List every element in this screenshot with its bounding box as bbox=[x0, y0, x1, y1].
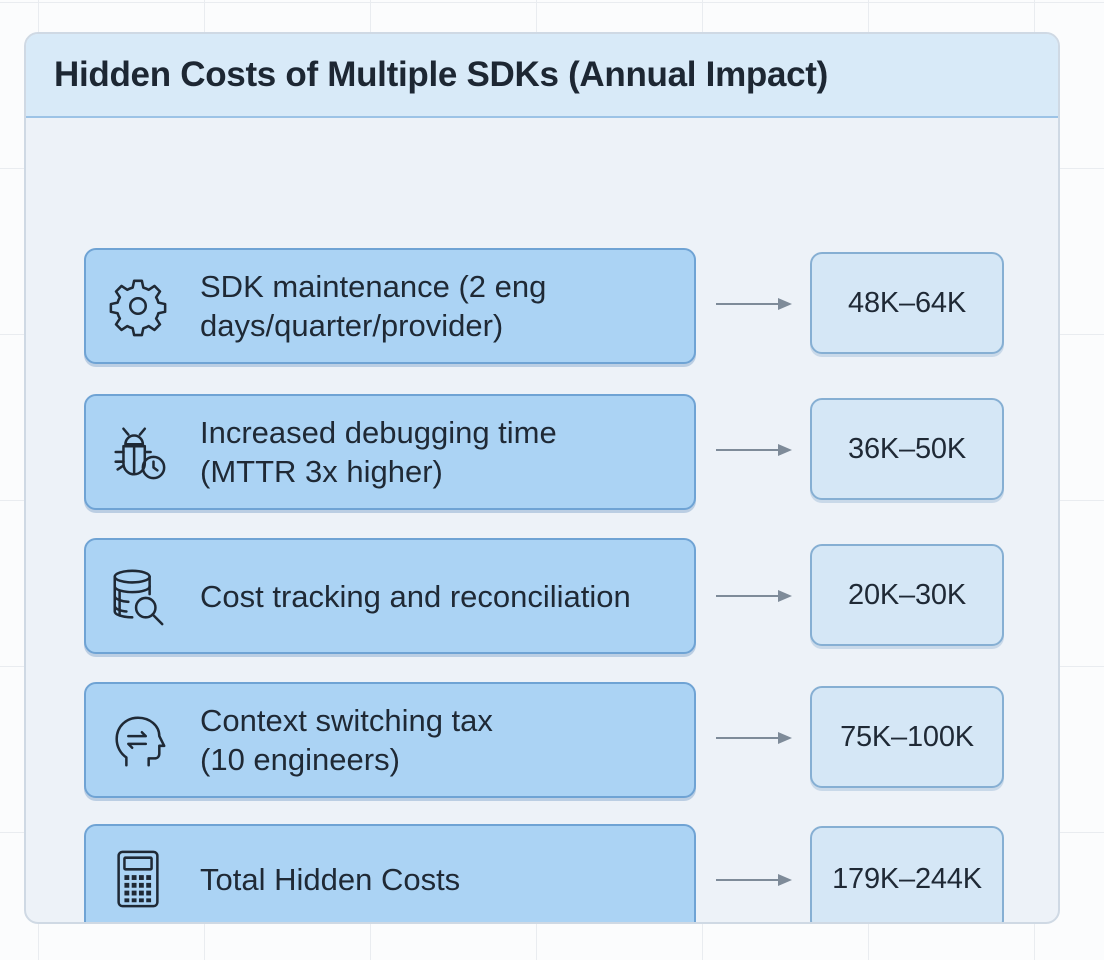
panel-title: Hidden Costs of Multiple SDKs (Annual Im… bbox=[54, 55, 829, 94]
cost-label-box: Context switching tax (10 engineers) bbox=[84, 682, 696, 798]
arrow-icon bbox=[714, 294, 796, 314]
calculator-icon bbox=[106, 847, 170, 911]
label-line: (10 engineers) bbox=[200, 742, 400, 777]
cost-value: 48K–64K bbox=[848, 286, 966, 319]
label-line: Context switching tax bbox=[200, 703, 493, 738]
label-line: days/quarter/provider) bbox=[200, 308, 504, 343]
cost-label-box: SDK maintenance (2 eng days/quarter/prov… bbox=[84, 248, 696, 364]
cost-label-box: Increased debugging time (MTTR 3x higher… bbox=[84, 394, 696, 510]
database-search-icon bbox=[106, 564, 170, 628]
gear-icon bbox=[106, 274, 170, 338]
panel-header: Hidden Costs of Multiple SDKs (Annual Im… bbox=[26, 34, 1058, 118]
cost-label: Cost tracking and reconciliation bbox=[200, 577, 645, 616]
costs-panel: Hidden Costs of Multiple SDKs (Annual Im… bbox=[24, 32, 1060, 924]
cost-label: Context switching tax (10 engineers) bbox=[200, 701, 507, 779]
arrow-icon bbox=[714, 440, 796, 460]
arrow-icon bbox=[714, 870, 796, 890]
label-line: SDK maintenance (2 eng bbox=[200, 269, 547, 304]
arrow-icon bbox=[714, 728, 796, 748]
cost-value: 20K–30K bbox=[848, 578, 966, 611]
head-switch-icon bbox=[106, 708, 170, 772]
cost-value-box: 179K–244K bbox=[810, 826, 1004, 922]
cost-value-box: 36K–50K bbox=[810, 398, 1004, 500]
bug-clock-icon bbox=[106, 420, 170, 484]
cost-value: 75K–100K bbox=[840, 720, 974, 753]
cost-value-box: 48K–64K bbox=[810, 252, 1004, 354]
cost-label-box: Total Hidden Costs bbox=[84, 824, 696, 922]
cost-value: 36K–50K bbox=[848, 432, 966, 465]
label-line: Cost tracking and reconciliation bbox=[200, 578, 631, 614]
label-line: Increased debugging time bbox=[200, 415, 557, 450]
cost-label: SDK maintenance (2 eng days/quarter/prov… bbox=[200, 267, 560, 345]
label-line: Total Hidden Costs bbox=[200, 861, 461, 897]
arrow-icon bbox=[714, 586, 796, 606]
cost-value-box: 20K–30K bbox=[810, 544, 1004, 646]
cost-label-box: Cost tracking and reconciliation bbox=[84, 538, 696, 654]
label-line: (MTTR 3x higher) bbox=[200, 454, 443, 489]
cost-label: Increased debugging time (MTTR 3x higher… bbox=[200, 413, 571, 491]
cost-value: 179K–244K bbox=[832, 862, 982, 895]
cost-value-box: 75K–100K bbox=[810, 686, 1004, 788]
cost-label: Total Hidden Costs bbox=[200, 860, 474, 899]
